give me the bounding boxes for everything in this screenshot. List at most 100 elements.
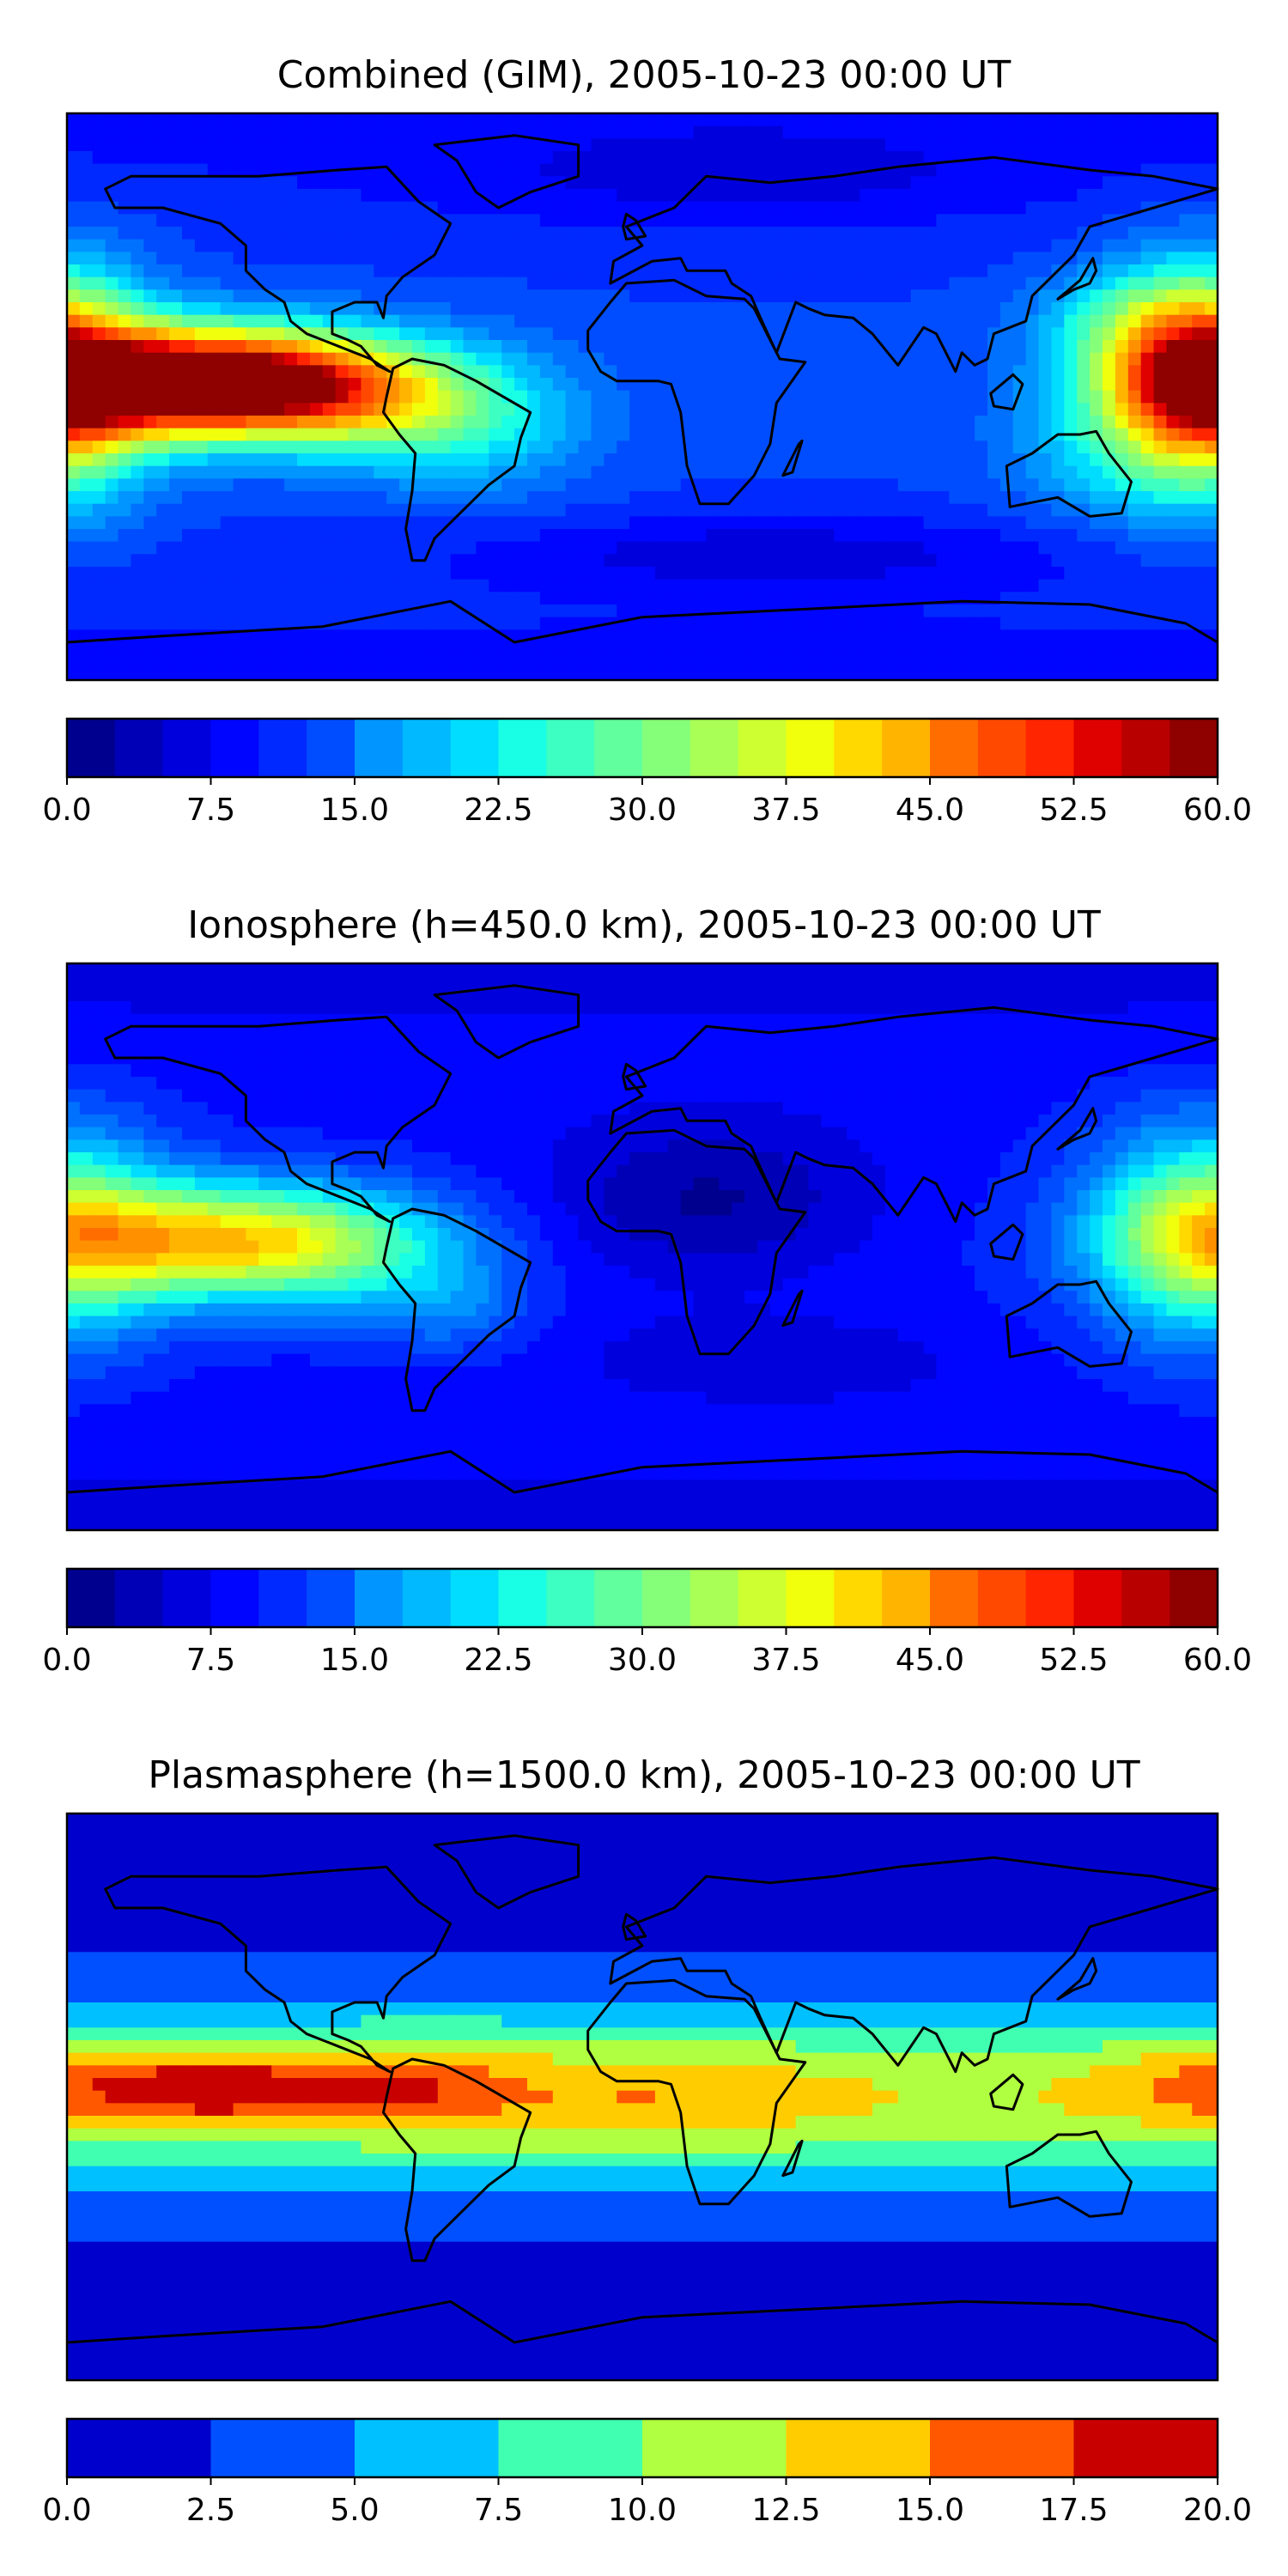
map-cell [118, 642, 132, 656]
map-cell [131, 1013, 144, 1027]
map-cell [999, 529, 1014, 543]
map-cell [1192, 327, 1206, 341]
map-cell [860, 252, 873, 265]
map-cell [1115, 176, 1129, 190]
map-cell [258, 327, 272, 341]
map-cell [182, 378, 196, 392]
map-cell [999, 963, 1014, 977]
map-cell [821, 289, 835, 303]
map-cell [1166, 352, 1180, 366]
map-cell [897, 629, 912, 643]
map-cell [335, 428, 349, 441]
map-cell [693, 340, 708, 354]
map-cell [667, 113, 682, 127]
map-cell [1103, 629, 1116, 643]
map-cell [105, 529, 119, 543]
map-cell [1205, 963, 1218, 977]
map-cell [348, 327, 362, 341]
map-cell [1166, 1001, 1180, 1015]
map-cell [1192, 654, 1206, 668]
map-cell [1077, 988, 1091, 1002]
map-cell [79, 975, 94, 989]
map-cell [808, 1077, 823, 1091]
map-cell [629, 365, 643, 379]
map-cell [207, 289, 222, 303]
map-cell [118, 1013, 132, 1027]
map-cell [194, 453, 209, 467]
map-cell [1012, 440, 1027, 454]
map-cell [233, 176, 247, 190]
map-cell [1103, 1026, 1116, 1040]
map-cell [1103, 567, 1116, 580]
map-cell [79, 264, 94, 278]
map-cell [719, 314, 732, 328]
map-cell [220, 163, 234, 177]
map-cell [501, 1064, 515, 1078]
map-cell [182, 478, 196, 492]
map-cell [412, 289, 426, 303]
map-cell [297, 276, 311, 290]
map-cell [476, 529, 489, 543]
map-cell [1166, 465, 1180, 479]
map-cell [1179, 390, 1193, 404]
map-cell [1192, 592, 1206, 605]
map-cell [693, 567, 708, 580]
map-cell [923, 554, 938, 568]
map-cell [207, 567, 222, 580]
map-cell [1012, 478, 1027, 492]
map-cell [578, 125, 592, 139]
map-cell [297, 579, 311, 592]
map-cell [821, 975, 835, 989]
map-cell [654, 352, 669, 366]
map-cell [897, 125, 912, 139]
map-cell [463, 629, 477, 643]
map-cell [872, 1039, 886, 1053]
map-cell [872, 541, 886, 555]
map-cell [399, 378, 413, 392]
map-cell [143, 554, 157, 568]
map-cell [872, 529, 886, 543]
map-cell [79, 1001, 94, 1015]
map-cell [131, 1077, 144, 1091]
map-cell [604, 151, 617, 165]
map-cell [667, 314, 682, 328]
map-cell [297, 1013, 311, 1027]
map-cell [565, 252, 580, 265]
map-cell [527, 264, 541, 278]
map-cell [693, 516, 708, 530]
map-cell [987, 478, 1001, 492]
map-cell [910, 975, 925, 989]
map-cell [79, 465, 94, 479]
map-cell [1064, 440, 1078, 454]
map-cell [424, 1039, 439, 1053]
map-cell [258, 1001, 272, 1015]
map-cell [335, 378, 349, 392]
map-cell [1025, 340, 1040, 354]
map-cell [1064, 1039, 1078, 1053]
map-cell [872, 440, 886, 454]
map-cell [667, 554, 682, 568]
map-cell [105, 491, 119, 505]
map-cell [910, 554, 925, 568]
map-cell [1051, 239, 1065, 252]
map-cell [962, 340, 975, 354]
map-cell [450, 529, 465, 543]
map-cell [118, 189, 132, 203]
map-cell [847, 667, 860, 681]
map-cell [821, 491, 835, 505]
map-cell [284, 289, 298, 303]
map-cell [962, 1077, 975, 1091]
map-cell [1064, 605, 1078, 618]
map-cell [67, 239, 81, 252]
map-cell [629, 988, 643, 1002]
map-cell [143, 579, 157, 592]
map-cell [105, 478, 119, 492]
map-cell [910, 138, 925, 152]
map-cell [335, 975, 349, 989]
map-cell [399, 1051, 413, 1065]
map-cell [808, 541, 823, 555]
map-cell [604, 264, 617, 278]
map-cell [246, 440, 259, 454]
map-cell [220, 227, 234, 240]
map-cell [884, 163, 899, 177]
